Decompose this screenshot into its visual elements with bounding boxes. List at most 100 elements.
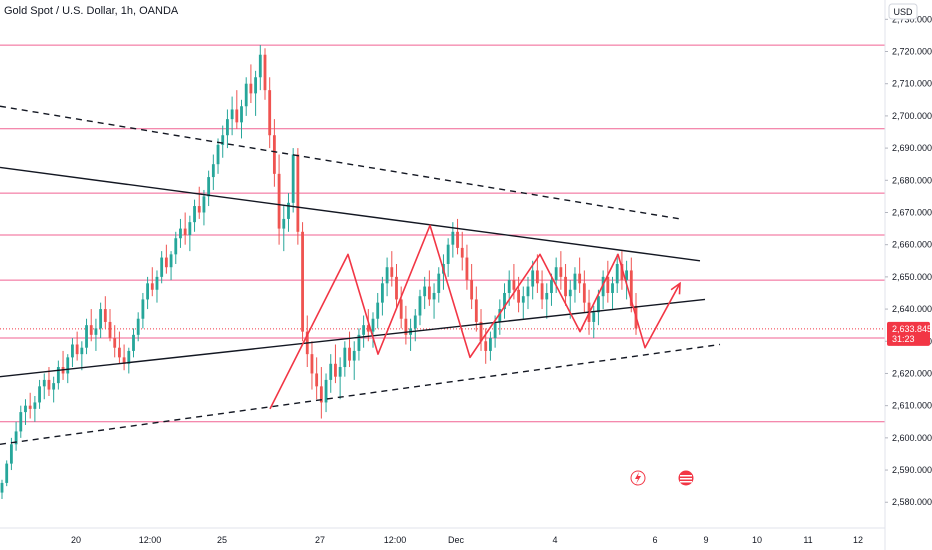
candle-body [254, 77, 258, 94]
candle-body [287, 202, 290, 219]
candle-body [625, 270, 629, 281]
candle-body [470, 280, 474, 300]
candle-body [343, 347, 347, 368]
candle-body [550, 280, 553, 293]
candle-body [164, 257, 168, 268]
x-tick-label: 11 [803, 535, 812, 545]
y-tick-label: 2,720.000 [892, 47, 932, 57]
candle-body [319, 386, 323, 403]
candle-body [296, 154, 300, 232]
candle-body [258, 54, 262, 78]
x-tick-label: Dec [448, 535, 465, 545]
candle-body [174, 238, 178, 255]
candle-body [28, 405, 32, 409]
candle-body [620, 264, 624, 281]
dashed-trendline[interactable] [0, 105, 681, 220]
candle-body [315, 373, 319, 387]
candle-body [80, 347, 84, 355]
candle-body [601, 276, 605, 297]
candle-body [207, 177, 211, 197]
candle-body [310, 354, 314, 374]
candle-body [338, 367, 342, 377]
y-tick-label: 2,580.000 [892, 497, 932, 507]
candle-body [38, 386, 41, 403]
dashed-trendline[interactable] [0, 343, 721, 445]
candle-body [531, 270, 535, 287]
candle-body [197, 206, 201, 213]
candle-body [42, 379, 46, 387]
y-tick-label: 2,650.000 [892, 272, 932, 282]
candle-body [108, 321, 112, 339]
candle-body [263, 54, 267, 91]
solid-trendline[interactable] [0, 166, 701, 262]
candle-body [193, 206, 196, 223]
candle-body [249, 83, 253, 94]
candle-body [592, 312, 596, 322]
candle-body [423, 286, 427, 297]
x-tick-label: 12:00 [384, 535, 407, 545]
candle-body [418, 296, 422, 316]
x-tick-label: 10 [752, 535, 762, 545]
candle-body [75, 344, 79, 355]
candle-body [512, 280, 516, 290]
candle-body [14, 431, 18, 445]
candle-body [169, 254, 173, 268]
candle-body [94, 328, 98, 335]
currency-button[interactable]: USD [888, 3, 918, 20]
flag-icon-stripe-3 [680, 481, 692, 483]
candle-body [357, 334, 361, 351]
lightning-icon[interactable] [630, 470, 646, 486]
y-tick-label: 2,610.000 [892, 401, 932, 411]
candle-body [85, 325, 88, 348]
horizontal-levels[interactable] [0, 44, 885, 423]
y-tick-label: 2,670.000 [892, 207, 932, 217]
zigzag-pattern[interactable] [269, 224, 681, 410]
candle-body [202, 196, 206, 213]
candle-body [244, 83, 248, 107]
last-price-tag-background [887, 321, 930, 346]
y-tick-label: 2,660.000 [892, 240, 932, 250]
time-axis[interactable]: 20 12:00 25 27 12:00 Dec 4 6 9 10 11 12 [71, 535, 863, 545]
zigzag-path[interactable] [269, 224, 681, 410]
candle-body [479, 321, 483, 342]
y-tick-label: 2,620.000 [892, 368, 932, 378]
candle-body [0, 482, 4, 493]
x-tick-label: 12 [853, 535, 863, 545]
candle-body [103, 309, 107, 322]
candle-body [432, 292, 436, 300]
candle-body [226, 119, 229, 136]
y-tick-label: 2,710.000 [892, 79, 932, 89]
candle-body [474, 299, 478, 322]
candle-body [465, 257, 469, 281]
solid-trendline[interactable] [0, 298, 706, 378]
currency-label: USD [893, 7, 913, 17]
flag-icon[interactable] [678, 470, 694, 486]
candle-body [540, 283, 544, 300]
candle-body [578, 273, 582, 284]
candle-body [132, 334, 135, 351]
candle-body [484, 341, 488, 351]
candle-body [507, 280, 511, 293]
candle-body [188, 222, 192, 236]
candle-body [371, 318, 375, 332]
candle-body [160, 257, 164, 277]
candle-body [521, 296, 525, 303]
candle-body [230, 109, 234, 120]
candle-body [24, 405, 27, 413]
x-tick-label: 27 [315, 535, 325, 545]
candle-body [362, 325, 366, 335]
candle-body [52, 383, 56, 390]
zigzag-arrowhead [670, 281, 681, 295]
candle-body [503, 292, 506, 310]
candle-body [329, 363, 333, 380]
candle-body [606, 276, 610, 293]
candle-body [573, 273, 577, 290]
candle-body [127, 350, 131, 364]
candle-body [216, 144, 220, 165]
x-tick-label: 9 [703, 535, 708, 545]
candle-body [5, 463, 9, 483]
currency-button-frame[interactable] [888, 3, 918, 20]
candle-body [385, 267, 389, 284]
trendlines[interactable] [0, 105, 721, 445]
